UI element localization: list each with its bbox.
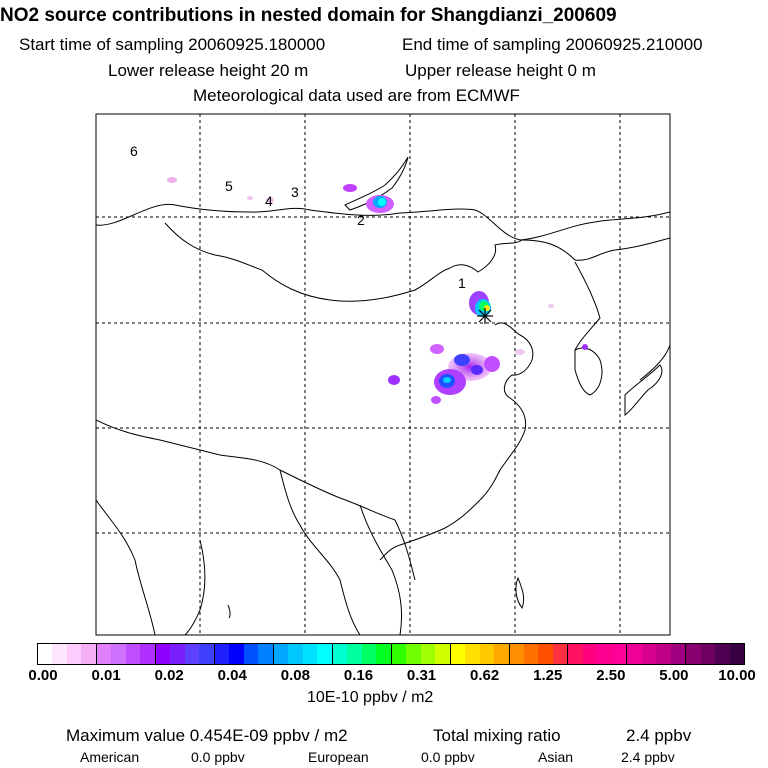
total-mixing-ratio-label: Total mixing ratio — [433, 726, 561, 745]
plot-title: NO2 source contributions in nested domai… — [0, 5, 617, 26]
asian-label: Asian — [538, 749, 574, 765]
color-scale-cell — [95, 644, 112, 664]
color-scale-units: 10E-10 ppbv / m2 — [307, 689, 434, 706]
color-scale-cell — [258, 644, 273, 664]
color-scale-tick-label: 0.31 — [406, 667, 437, 684]
color-scale-tick-label: 1.25 — [533, 667, 563, 684]
color-scale-cell — [420, 644, 436, 664]
region-label-5: 5 — [225, 178, 233, 194]
color-scale-cell — [347, 644, 362, 664]
color-scale-bar — [37, 643, 745, 665]
map-frame — [95, 113, 671, 636]
color-scale-cell — [170, 644, 185, 664]
color-scale-cell — [494, 644, 509, 664]
color-scale-cell — [199, 644, 214, 664]
start-time: Start time of sampling 20060925.180000 — [19, 35, 326, 54]
graticule — [96, 114, 670, 635]
color-scale-cell — [184, 644, 200, 664]
upper-release-height: Upper release height 0 m — [405, 61, 596, 80]
color-scale-cell — [465, 644, 480, 664]
color-scale-tick-label: 0.01 — [91, 667, 121, 684]
end-time: End time of sampling 20060925.210000 — [402, 35, 703, 54]
color-scale-cell — [81, 644, 96, 664]
color-scale-cell — [670, 644, 686, 664]
color-scale-tick-label: 0.62 — [470, 667, 500, 684]
maximum-value: Maximum value 0.454E-09 ppbv / m2 — [66, 726, 348, 745]
color-scale-tick-label: 0.02 — [154, 667, 184, 684]
color-scale-cell — [479, 644, 495, 664]
color-scale-tick-label: 0.16 — [343, 667, 374, 684]
color-scale-cell — [125, 644, 141, 664]
color-scale-cell — [538, 644, 553, 664]
color-scale-cell — [729, 644, 745, 664]
coastlines-borders — [96, 156, 670, 635]
color-scale-cell — [140, 644, 155, 664]
total-mixing-ratio-value: 2.4 ppbv — [626, 726, 692, 745]
american-value: 0.0 ppbv — [191, 749, 245, 765]
color-scale-cell — [317, 644, 332, 664]
color-scale-cell — [272, 644, 289, 664]
color-scale-cell — [66, 644, 82, 664]
color-scale-cell — [656, 644, 671, 664]
color-scale-cell — [641, 644, 657, 664]
region-label-3: 3 — [291, 184, 299, 200]
region-label-2: 2 — [357, 212, 365, 228]
color-scale-tick-label: 10.00 — [718, 667, 756, 684]
region-label-1: 1 — [458, 275, 466, 291]
color-scale-cell — [523, 644, 539, 664]
color-scale-cell — [302, 644, 318, 664]
color-scale-cell — [331, 644, 348, 664]
color-scale-tick-label: 0.08 — [280, 667, 310, 684]
color-scale-tick-label: 0.00 — [28, 667, 58, 684]
color-scale-cell — [685, 644, 701, 664]
color-scale-cell — [508, 644, 524, 664]
color-scale-cell — [552, 644, 568, 664]
color-scale-tick-label: 5.00 — [659, 667, 689, 684]
color-scale-tick-label: 0.04 — [217, 667, 247, 684]
asian-value: 2.4 ppbv — [621, 749, 675, 765]
american-label: American — [80, 749, 140, 765]
color-scale-cell — [154, 644, 171, 664]
color-scale-cell — [626, 644, 642, 664]
color-scale-cell — [715, 644, 730, 664]
color-scale-cell — [597, 644, 612, 664]
lower-release-height: Lower release height 20 m — [108, 61, 309, 80]
region-label-4: 4 — [265, 193, 273, 209]
color-scale-cell — [52, 644, 67, 664]
color-scale-cell — [406, 644, 421, 664]
color-scale-cell — [243, 644, 259, 664]
color-scale-cell — [390, 644, 407, 664]
color-scale-cell — [38, 644, 53, 664]
color-scale-tick-label: 2.50 — [596, 667, 626, 684]
region-label-6: 6 — [130, 143, 138, 159]
color-scale-cell — [700, 644, 716, 664]
european-value: 0.0 ppbv — [421, 749, 475, 765]
color-scale-cell — [361, 644, 377, 664]
color-scale-cell — [229, 644, 244, 664]
color-scale-cell — [376, 644, 391, 664]
color-scale-cell — [213, 644, 230, 664]
concentration-field — [167, 177, 588, 404]
color-scale-cell — [611, 644, 627, 664]
receptor-star-icon — [477, 308, 493, 324]
color-scale-cell — [449, 644, 466, 664]
color-scale-cell — [111, 644, 126, 664]
color-scale-cell — [435, 644, 450, 664]
color-scale-cell — [288, 644, 303, 664]
european-label: European — [308, 749, 369, 765]
met-data-source: Meteorological data used are from ECMWF — [193, 86, 520, 105]
color-scale-cell — [582, 644, 598, 664]
color-scale-cell — [567, 644, 583, 664]
